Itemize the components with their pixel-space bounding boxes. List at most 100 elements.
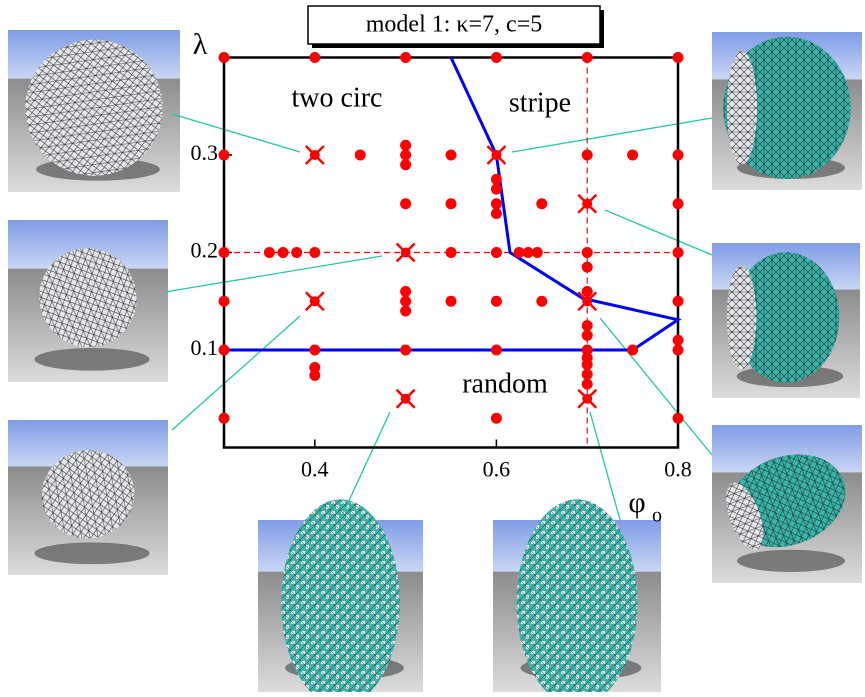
point <box>400 344 412 356</box>
shadow <box>34 347 150 371</box>
point <box>445 198 457 210</box>
region-label: two circ <box>292 82 383 113</box>
cross <box>577 193 598 214</box>
point <box>513 247 525 258</box>
cross-point <box>486 145 507 165</box>
point <box>581 261 593 273</box>
point <box>445 295 457 307</box>
point <box>490 198 502 210</box>
vesicle <box>281 499 400 697</box>
point <box>531 247 543 258</box>
cross-point <box>304 291 325 312</box>
cross <box>577 291 598 312</box>
point <box>627 344 639 356</box>
y-tick-label: 0.1 <box>191 335 219 360</box>
point <box>581 368 593 380</box>
vesicle-image <box>8 420 168 575</box>
point <box>672 344 684 356</box>
shadow <box>737 549 845 572</box>
point <box>400 286 412 297</box>
point <box>672 149 684 161</box>
point <box>536 198 548 210</box>
point <box>672 52 684 63</box>
cross <box>395 242 416 263</box>
cross-point <box>395 388 416 409</box>
cross-point <box>304 145 325 165</box>
point <box>218 247 230 258</box>
point <box>400 305 412 317</box>
point <box>672 412 684 424</box>
y-tick-label: 0.3 <box>191 140 219 165</box>
point <box>291 247 303 258</box>
point <box>581 359 593 371</box>
point <box>581 344 593 356</box>
point <box>581 247 593 258</box>
point <box>218 295 230 307</box>
vesicle-image <box>8 30 180 192</box>
point <box>581 329 593 341</box>
vesicle-image <box>493 499 661 697</box>
y-tick-label: 0.2 <box>191 238 219 263</box>
point <box>581 149 593 161</box>
shadow <box>34 542 150 565</box>
cross <box>577 388 598 409</box>
point <box>672 198 684 210</box>
cross <box>304 291 325 312</box>
chart-title: model 1: κ=7, c=5 <box>366 12 542 38</box>
point <box>581 52 593 63</box>
cross <box>486 145 507 165</box>
arrows <box>164 113 713 521</box>
point <box>536 295 548 307</box>
point <box>490 412 502 424</box>
point <box>445 247 457 258</box>
point <box>309 344 321 356</box>
point <box>218 412 230 424</box>
cross-point <box>577 193 598 214</box>
point <box>400 198 412 210</box>
point <box>581 320 593 332</box>
point <box>277 247 289 258</box>
white-cap <box>726 482 764 550</box>
point <box>490 295 502 307</box>
point <box>400 52 412 63</box>
point <box>490 247 502 258</box>
vesicle-image <box>712 32 862 190</box>
cross-point <box>395 242 416 263</box>
vesicle <box>516 499 638 697</box>
vesicle <box>39 248 137 348</box>
cross <box>304 145 325 165</box>
point <box>309 369 321 381</box>
point <box>522 247 534 258</box>
point <box>672 247 684 258</box>
vesicle-image <box>8 220 168 382</box>
point <box>263 247 275 258</box>
point <box>627 149 639 161</box>
title-box <box>307 5 601 45</box>
point <box>490 208 502 219</box>
vesicle-image <box>258 499 423 697</box>
vesicle <box>25 39 163 176</box>
point <box>581 378 593 390</box>
vesicle <box>41 450 135 539</box>
point <box>490 183 502 195</box>
white-cap <box>726 265 757 370</box>
cross <box>395 388 416 409</box>
vesicle-images <box>8 30 862 697</box>
vesicle-image <box>712 425 862 583</box>
point <box>581 286 593 297</box>
point <box>400 295 412 307</box>
region-label: random <box>462 368 548 399</box>
point <box>400 149 412 161</box>
vesicle <box>723 36 851 179</box>
point <box>309 52 321 63</box>
x-tick-label: 0.4 <box>301 457 329 482</box>
point <box>445 149 457 161</box>
point <box>309 247 321 258</box>
point <box>309 362 321 374</box>
vesicle <box>732 252 840 383</box>
point <box>400 159 412 171</box>
cross-point <box>577 388 598 409</box>
point <box>490 52 502 63</box>
